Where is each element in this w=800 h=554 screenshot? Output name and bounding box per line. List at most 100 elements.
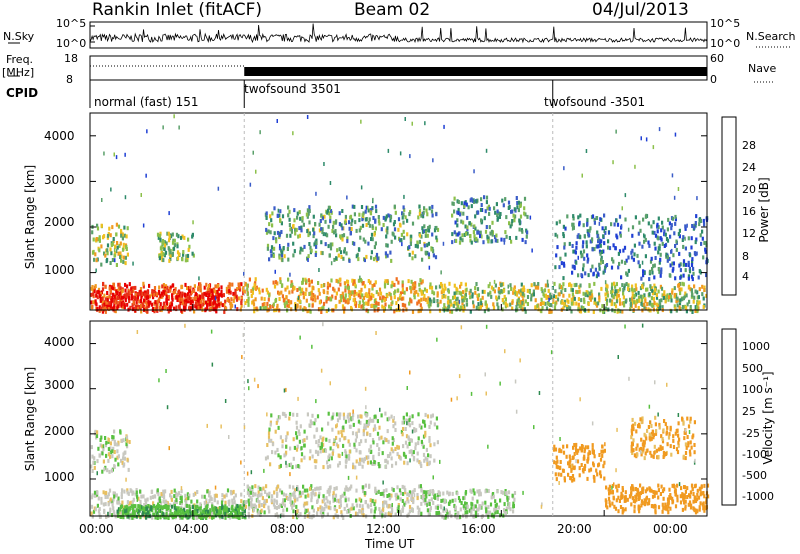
power-cell — [518, 219, 521, 224]
power-cell — [159, 305, 162, 310]
velocity-cell — [436, 425, 439, 430]
power-cell — [408, 301, 411, 306]
power-cell — [614, 292, 617, 297]
power-cell — [640, 136, 642, 141]
power-cell — [423, 206, 426, 211]
velocity-cell — [230, 512, 233, 517]
power-cell — [358, 300, 361, 305]
power-cell — [364, 217, 367, 222]
velocity-cell — [367, 422, 370, 427]
power-cell — [615, 299, 619, 304]
velocity-cell — [179, 501, 182, 505]
velocity-cell — [143, 507, 146, 512]
velocity-cell — [178, 509, 181, 514]
power-cell — [453, 209, 456, 214]
velocity-cell — [246, 484, 249, 489]
power-cell — [346, 298, 350, 303]
power-cell — [213, 289, 216, 294]
power-cell — [162, 302, 165, 307]
velocity-cell — [462, 504, 465, 509]
power-cell — [515, 196, 518, 200]
power-cell — [335, 233, 338, 238]
power-cell — [604, 265, 607, 270]
power-cell — [490, 229, 493, 234]
power-cell — [469, 295, 472, 300]
velocity-cell — [289, 462, 293, 467]
velocity-cell — [361, 457, 364, 462]
velocity-cell — [603, 476, 606, 481]
velocity-cell — [408, 415, 411, 420]
velocity-cell — [112, 491, 115, 496]
power-cell — [436, 227, 440, 232]
velocity-cell — [240, 492, 243, 497]
power-cell — [631, 293, 634, 298]
velocity-cell — [217, 509, 220, 514]
velocity-cell — [140, 494, 143, 499]
power-cell — [415, 289, 418, 294]
power-cell — [475, 236, 478, 241]
velocity-cell — [473, 504, 476, 509]
velocity-cell — [429, 454, 432, 459]
velocity-cell — [96, 490, 99, 495]
power-cell — [497, 295, 501, 300]
velocity-cell — [191, 505, 194, 510]
power-cell — [511, 300, 514, 305]
power-cell — [616, 235, 619, 240]
power-cell — [301, 280, 304, 285]
velocity-cell — [145, 515, 148, 520]
velocity-cell — [416, 493, 419, 497]
power-cell — [548, 297, 550, 302]
velocity-cell — [245, 500, 248, 504]
power-cell — [350, 307, 353, 312]
power-cell — [329, 246, 333, 251]
power-cell — [598, 221, 601, 226]
power-cell — [647, 307, 650, 312]
power-cell — [350, 222, 353, 226]
power-cell — [323, 214, 326, 219]
power-cell — [600, 255, 603, 260]
power-cell — [115, 232, 117, 237]
power-cell — [455, 301, 458, 306]
power-cell — [558, 283, 561, 288]
power-cell — [157, 235, 160, 240]
power-cell — [349, 214, 353, 219]
velocity-cell — [470, 489, 473, 494]
velocity-cell — [362, 432, 365, 437]
velocity-cell — [698, 507, 701, 512]
power-cell — [278, 255, 281, 260]
velocity-cell — [411, 452, 414, 457]
velocity-cell — [249, 490, 252, 495]
velocity-cell — [142, 511, 145, 516]
power-cell — [447, 304, 450, 309]
velocity-cell — [361, 485, 364, 490]
power-cell — [571, 270, 574, 275]
power-cell — [265, 211, 268, 216]
velocity-cell — [175, 508, 178, 513]
velocity-cell — [440, 505, 443, 510]
power-cell — [252, 150, 254, 155]
velocity-cell — [460, 501, 463, 505]
power-cell — [180, 308, 183, 313]
power-cell — [327, 208, 330, 213]
power-cell — [306, 214, 309, 219]
power-cell — [367, 301, 370, 306]
velocity-cell — [380, 413, 383, 418]
power-cell — [509, 283, 512, 288]
velocity-cell — [315, 428, 318, 433]
power-cell — [690, 245, 693, 250]
velocity-cell — [314, 465, 317, 470]
power-cell — [292, 131, 294, 136]
power-cell — [223, 303, 226, 308]
power-cell — [425, 208, 428, 213]
velocity-cell — [408, 509, 411, 514]
velocity-cell — [615, 498, 618, 503]
power-cell — [435, 235, 438, 240]
velocity-cell — [703, 508, 706, 513]
power-cell — [523, 307, 526, 312]
power-cell — [574, 250, 577, 255]
power-cell — [579, 283, 582, 288]
velocity-cell — [107, 458, 110, 463]
power-cell — [639, 294, 642, 299]
velocity-cell — [335, 412, 339, 417]
power-cell — [315, 241, 318, 245]
